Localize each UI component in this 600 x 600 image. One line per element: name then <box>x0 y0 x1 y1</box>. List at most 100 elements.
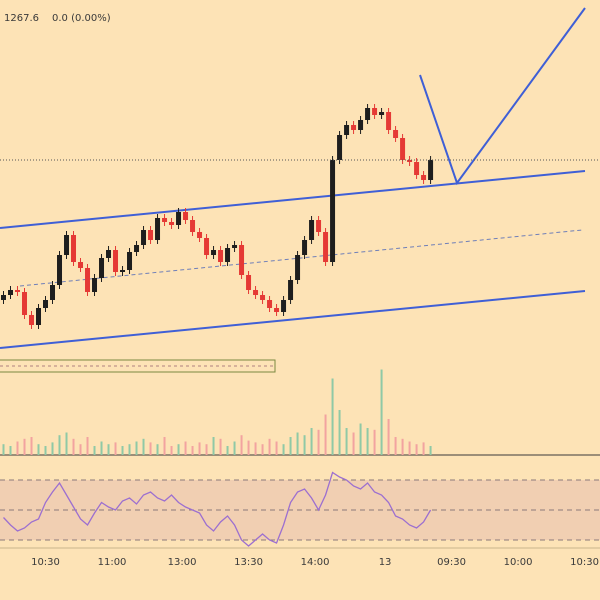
range-box <box>0 359 276 373</box>
candle-body <box>57 255 63 285</box>
candle-body <box>407 160 413 162</box>
x-tick-label: 13:30 <box>234 557 263 568</box>
volume-bar <box>114 442 117 455</box>
volume-bar <box>408 441 411 455</box>
candle-body <box>78 262 84 268</box>
candle-body <box>267 300 273 308</box>
volume-bar <box>366 428 369 455</box>
volume-bar <box>359 423 362 455</box>
volume-bar <box>205 444 208 455</box>
volume-bar <box>9 446 12 455</box>
candle-body <box>127 252 133 270</box>
candle-body <box>225 248 231 262</box>
candle-body <box>36 308 42 325</box>
candle-body <box>176 212 182 225</box>
candle-body <box>386 112 392 130</box>
candle-body <box>330 160 336 262</box>
candle-body <box>22 292 28 315</box>
candle-body <box>29 315 35 325</box>
candle-body <box>183 212 189 220</box>
volume-bar <box>2 444 5 455</box>
candle-body <box>197 232 203 238</box>
candle-body <box>92 278 98 292</box>
volume-bar <box>191 446 194 455</box>
volume-bar <box>338 410 341 455</box>
volume-bar <box>289 437 292 455</box>
candle-body <box>365 108 371 120</box>
price-change: 0.0 (0.00%) <box>52 13 111 24</box>
volume-bar <box>72 438 75 455</box>
volume-bar <box>44 446 47 455</box>
volume-bar <box>254 442 257 455</box>
candle-body <box>134 245 140 252</box>
volume-bar <box>149 442 152 455</box>
candle-body <box>141 230 147 245</box>
x-tick-label: 10:30 <box>31 557 60 568</box>
channel-mid <box>19 229 583 287</box>
volume-bar <box>282 444 285 455</box>
candle-body <box>372 108 378 115</box>
candle-body <box>323 232 329 262</box>
candle-body <box>358 120 364 130</box>
volume-bar <box>240 435 243 455</box>
volume-bar <box>100 441 103 455</box>
x-tick-label: 13 <box>379 557 392 568</box>
rsi-line <box>3 471 432 547</box>
volume-bar <box>212 437 215 455</box>
candle-body <box>50 285 56 300</box>
volume-bar <box>345 428 348 455</box>
candle-body <box>239 245 245 275</box>
candle-body <box>120 270 126 272</box>
volume-bar <box>86 437 89 455</box>
volume-bar <box>247 440 250 455</box>
projection-path <box>419 7 586 186</box>
volume-bar <box>198 442 201 455</box>
candle-body <box>106 250 112 258</box>
x-tick-label: 13:00 <box>168 557 197 568</box>
x-tick-label: 09:30 <box>437 557 466 568</box>
x-tick-label: 10:30 <box>570 557 599 568</box>
volume-bar <box>93 446 96 455</box>
candle-body <box>421 175 427 180</box>
volume-bar <box>226 446 229 455</box>
volume-bar <box>37 444 40 455</box>
candle-body <box>71 235 77 262</box>
candle-body <box>351 125 357 130</box>
candle-body <box>274 308 280 312</box>
candle-body <box>400 138 406 160</box>
volume-bar <box>23 438 26 455</box>
candle-body <box>295 255 301 280</box>
candle-body <box>148 230 154 240</box>
volume-bar <box>303 435 306 455</box>
rsi-panel <box>0 479 600 541</box>
volume-bar <box>233 441 236 455</box>
x-tick-label: 10:00 <box>504 557 533 568</box>
candle-body <box>85 268 91 292</box>
candle-body <box>428 160 434 180</box>
volume-bar <box>163 437 166 455</box>
volume-bar <box>429 446 432 455</box>
candle-body <box>64 235 70 255</box>
candle-body <box>218 250 224 262</box>
candle-body <box>288 280 294 300</box>
candle-body <box>302 240 308 255</box>
candle-body <box>253 290 259 295</box>
volume-bar <box>30 437 33 455</box>
volume-bar <box>156 444 159 455</box>
volume-bar <box>275 441 278 455</box>
volume-bar <box>219 438 222 455</box>
x-tick-label: 11:00 <box>98 557 127 568</box>
volume-bar <box>380 369 383 455</box>
volume-bar <box>415 444 418 455</box>
candle-body <box>414 162 420 175</box>
last-price: 1267.6 <box>4 13 39 24</box>
candle-body <box>190 220 196 232</box>
candle-body <box>211 250 217 255</box>
candle-body <box>204 238 210 255</box>
volume-bar <box>387 419 390 455</box>
candle-body <box>393 130 399 138</box>
volume-bar <box>177 444 180 455</box>
candle-body <box>232 245 238 248</box>
candle-body <box>246 275 252 290</box>
